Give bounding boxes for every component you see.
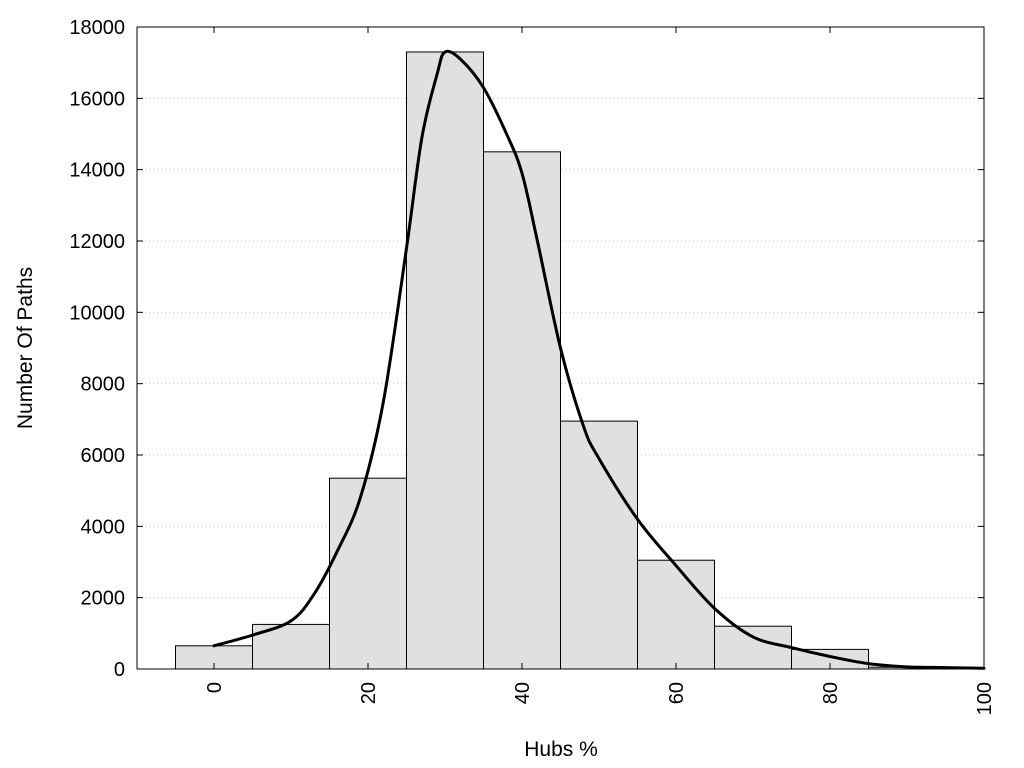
- x-tick-label: 20: [358, 682, 380, 704]
- y-tick-label: 10000: [69, 302, 125, 324]
- x-axis-label: Hubs %: [524, 738, 598, 761]
- bars-layer: [175, 51, 946, 670]
- y-tick-label: 0: [114, 659, 125, 681]
- histogram-bar: [483, 151, 561, 670]
- y-tick-label: 4000: [81, 516, 126, 538]
- y-tick-label: 2000: [81, 588, 126, 610]
- y-tick-label: 14000: [69, 160, 125, 182]
- histogram-bar: [637, 559, 715, 670]
- x-tick-label: 60: [666, 682, 688, 704]
- y-tick-label: 6000: [81, 445, 126, 467]
- y-tick-label: 12000: [69, 231, 125, 253]
- plot-frame: [136, 26, 985, 670]
- tick-labels-layer: 0 2000 4000 6000 8000 10000 12000 14000 16000 180…: [69, 17, 996, 715]
- histogram-bar: [560, 420, 638, 670]
- x-tick-label: 80: [820, 682, 842, 704]
- histogram-bar: [406, 51, 484, 670]
- y-axis-label: Number Of Paths: [14, 267, 37, 429]
- y-tick-label: 16000: [69, 88, 125, 110]
- x-tick-label: 40: [512, 682, 534, 704]
- y-tick-label: 18000: [69, 17, 125, 39]
- ticks-layer: [137, 26, 985, 670]
- histogram-bar: [329, 477, 407, 670]
- y-tick-label: 8000: [81, 374, 126, 396]
- density-curve: [212, 49, 986, 670]
- histogram-bar: [714, 625, 792, 670]
- x-tick-label: 0: [204, 682, 226, 693]
- x-tick-label: 100: [974, 682, 996, 715]
- curve-layer: [212, 49, 986, 670]
